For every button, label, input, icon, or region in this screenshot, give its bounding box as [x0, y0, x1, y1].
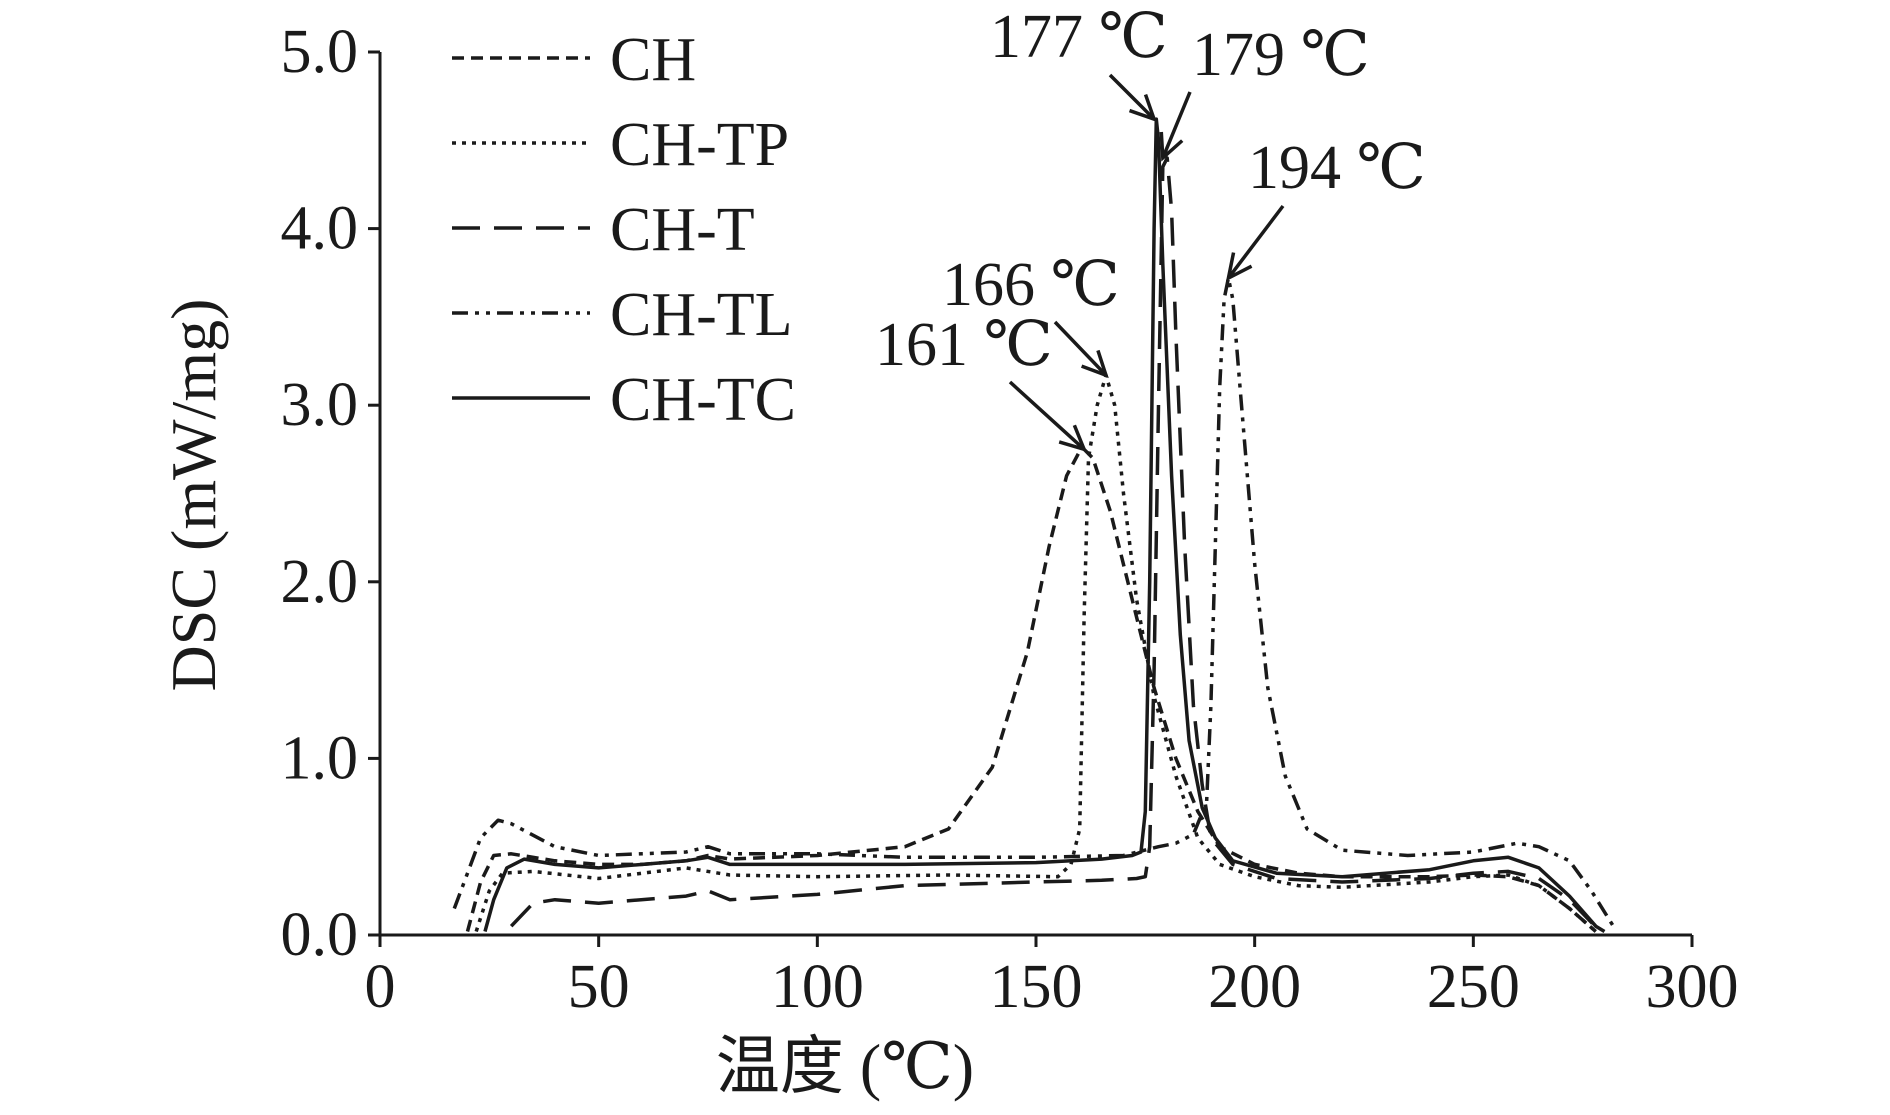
series-ch-line: [465, 447, 1597, 933]
legend-label-ch-tc: CH-TC: [610, 366, 796, 434]
peak-arrowhead: [1225, 252, 1253, 282]
peak-arrow: [1108, 73, 1156, 121]
peak-arrow: [1227, 204, 1285, 280]
peak-label: 166 ℃: [942, 251, 1120, 319]
x-tick-label: 150: [990, 953, 1083, 1021]
peak-label: 194 ℃: [1248, 134, 1426, 202]
series-ch-t-line: [509, 156, 1602, 933]
y-tick-label: 2.0: [281, 548, 359, 616]
y-tick-label: 1.0: [281, 724, 359, 792]
x-tick-label: 0: [365, 953, 396, 1021]
peak-arrow: [1008, 380, 1086, 451]
y-tick-label: 3.0: [281, 371, 359, 439]
peak-arrow: [1053, 320, 1108, 377]
y-tick-label: 4.0: [281, 195, 359, 263]
peak-label: 161 ℃: [875, 311, 1053, 379]
series-ch-tp-line: [474, 373, 1597, 933]
peak-arrowhead: [1128, 93, 1157, 122]
legend-label-ch-t: CH-T: [610, 196, 755, 264]
x-tick-label: 100: [771, 953, 864, 1021]
x-tick-label: 50: [568, 953, 630, 1021]
axes: 0 50 100 150 200 250 300 0.0 1.0 2.0 3.0 4.0 5.0: [281, 18, 1739, 1021]
peak-arrow: [1161, 91, 1192, 159]
series-ch-tl-line: [452, 276, 1615, 928]
x-tick-label: 200: [1208, 953, 1301, 1021]
legend-label-ch: CH: [610, 26, 696, 94]
y-tick-label: 0.0: [281, 901, 359, 969]
x-axis-title: 温度 (℃): [716, 1031, 974, 1102]
y-tick-label: 5.0: [281, 18, 359, 86]
x-tick-label: 250: [1427, 953, 1520, 1021]
y-axis-title: DSC (mW/mg): [158, 299, 229, 692]
legend-label-ch-tl: CH-TL: [610, 281, 793, 349]
series-lines: [452, 117, 1615, 933]
peak-arrowhead: [1159, 131, 1184, 162]
peak-label: 177 ℃: [990, 3, 1168, 71]
series-ch-tc-line: [483, 117, 1606, 933]
peak-label: 179 ℃: [1192, 21, 1370, 89]
peak-arrowhead: [1080, 349, 1109, 379]
peak-arrowhead: [1058, 424, 1088, 453]
legend-label-ch-tp: CH-TP: [610, 111, 789, 179]
x-tick-label: 300: [1646, 953, 1739, 1021]
legend: CH CH-TP CH-T CH-TL CH-TC: [452, 26, 796, 434]
